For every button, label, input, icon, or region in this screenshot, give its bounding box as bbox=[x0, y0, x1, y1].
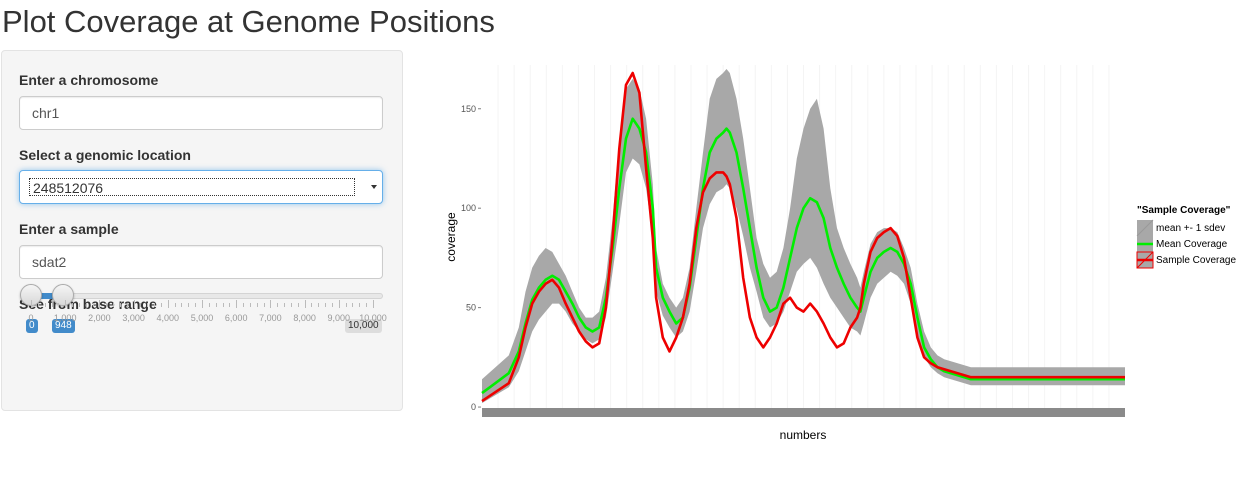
slider-minor-tick bbox=[58, 303, 60, 307]
legend-key-band-slash bbox=[1136, 219, 1154, 237]
chromosome-input[interactable]: chr1 bbox=[19, 96, 383, 130]
slider-major-tick bbox=[133, 300, 135, 308]
slider-major-tick bbox=[270, 300, 272, 308]
chromosome-label: Enter a chromosome bbox=[19, 72, 159, 88]
slider-minor-tick bbox=[318, 303, 320, 307]
sample-input[interactable]: sdat2 bbox=[19, 245, 383, 279]
slider-minor-tick bbox=[345, 303, 347, 307]
slider-tick-label: 2,000 bbox=[88, 313, 111, 323]
slider-minor-tick bbox=[37, 303, 39, 307]
slider-tick-label: 9,000 bbox=[327, 313, 351, 323]
x-axis-tick-labels-crowded bbox=[482, 408, 1125, 417]
slider-minor-tick bbox=[325, 303, 327, 307]
slider-minor-tick bbox=[277, 303, 279, 307]
slider-tick-label: 7,000 bbox=[259, 313, 282, 323]
slider-major-tick bbox=[31, 300, 32, 308]
slider-minor-tick bbox=[113, 303, 115, 307]
page-title: Plot Coverage at Genome Positions bbox=[2, 4, 495, 39]
slider-tick-label: 0 bbox=[28, 313, 34, 323]
slider-minor-tick bbox=[92, 303, 94, 307]
slider-major-tick bbox=[373, 300, 374, 308]
location-label: Select a genomic location bbox=[19, 147, 191, 163]
location-selected-value: 248512076 bbox=[29, 178, 355, 196]
y-axis-tick-label: 100 bbox=[461, 203, 476, 213]
slider-minor-tick bbox=[147, 303, 149, 307]
slider-minor-tick bbox=[195, 303, 197, 307]
slider-major-tick bbox=[65, 300, 67, 308]
sample-label: Enter a sample bbox=[19, 221, 119, 237]
slider-minor-tick bbox=[85, 303, 87, 307]
slider-to-handle[interactable] bbox=[52, 284, 74, 306]
slider-selected-range bbox=[31, 293, 63, 299]
y-axis-tick-label: 150 bbox=[461, 104, 476, 114]
caret-down-icon bbox=[371, 185, 377, 189]
y-axis-ticks: 0 50 100 150 bbox=[461, 104, 481, 412]
slider-minor-tick bbox=[359, 303, 361, 307]
slider-minor-tick bbox=[222, 303, 224, 307]
slider-tick-label: 10,000 bbox=[359, 313, 387, 323]
slider-minor-tick bbox=[243, 303, 245, 307]
legend-band-label: mean +- 1 sdev bbox=[1156, 223, 1225, 234]
slider-tick-label: 6,000 bbox=[224, 313, 248, 323]
slider-min-badge: 0 bbox=[26, 319, 38, 333]
slider-minor-tick bbox=[78, 303, 80, 307]
slider-max-badge: 10,000 bbox=[345, 319, 382, 333]
slider-major-tick bbox=[338, 300, 340, 308]
slider-minor-tick bbox=[72, 303, 74, 307]
slider-major-tick bbox=[304, 300, 306, 308]
slider-minor-tick bbox=[126, 303, 128, 307]
y-axis-title: coverage bbox=[444, 212, 458, 262]
slider-major-tick bbox=[167, 300, 169, 308]
coverage-chart: 0 50 100 150 numbers coverage "Sample Cover… bbox=[444, 65, 1236, 442]
slider-minor-tick bbox=[44, 303, 46, 307]
slider-major-tick bbox=[236, 300, 238, 308]
y-axis-tick-label: 0 bbox=[471, 402, 476, 412]
slider-major-tick bbox=[202, 300, 203, 308]
slider-tick-label: 4,000 bbox=[156, 313, 180, 323]
slider-tick-label: 8,000 bbox=[293, 313, 316, 323]
slider-major-tick bbox=[99, 300, 101, 308]
slider-minor-tick bbox=[140, 303, 142, 307]
slider-minor-tick bbox=[188, 303, 190, 307]
slider-minor-tick bbox=[249, 303, 251, 307]
slider-minor-tick bbox=[311, 303, 313, 307]
slider-minor-tick bbox=[174, 303, 176, 307]
legend-sample-label: Sample Coverage bbox=[1156, 255, 1236, 266]
y-axis-tick-label: 50 bbox=[466, 303, 476, 313]
slider-minor-tick bbox=[256, 303, 258, 307]
slider-minor-tick bbox=[297, 303, 299, 307]
legend: "Sample Coverage" mean +- 1 sdev Mean Co… bbox=[1136, 205, 1236, 269]
slider-tick-label: 3,000 bbox=[122, 313, 145, 323]
legend-key-sample-slash bbox=[1136, 251, 1154, 269]
legend-title: "Sample Coverage" bbox=[1137, 205, 1231, 216]
slider-minor-tick bbox=[51, 303, 53, 307]
slider-minor-tick bbox=[229, 303, 231, 307]
slider-minor-tick bbox=[154, 303, 156, 307]
slider-minor-tick bbox=[215, 303, 217, 307]
slider-tick-label: 5,000 bbox=[190, 313, 214, 323]
slider-minor-tick bbox=[284, 303, 286, 307]
slider-minor-tick bbox=[106, 303, 108, 307]
slider-minor-tick bbox=[331, 303, 333, 307]
slider-minor-tick bbox=[352, 303, 354, 307]
legend-mean-label: Mean Coverage bbox=[1156, 239, 1228, 250]
x-axis-title: numbers bbox=[780, 428, 827, 442]
slider-minor-tick bbox=[119, 303, 121, 307]
slider-minor-tick bbox=[181, 303, 183, 307]
sample-coverage-line bbox=[481, 71, 1125, 403]
sdev-band bbox=[482, 69, 1125, 404]
slider-track[interactable] bbox=[28, 293, 383, 299]
slider-minor-tick bbox=[263, 303, 265, 307]
slider-tick-label: 1,000 bbox=[53, 313, 77, 323]
slider-minor-tick bbox=[366, 303, 368, 307]
slider-value-badge: 948 bbox=[52, 319, 75, 333]
slider-minor-tick bbox=[208, 303, 210, 307]
slider-minor-tick bbox=[290, 303, 292, 307]
location-select[interactable]: 248512076 bbox=[19, 170, 383, 204]
slider-minor-tick bbox=[160, 303, 162, 307]
